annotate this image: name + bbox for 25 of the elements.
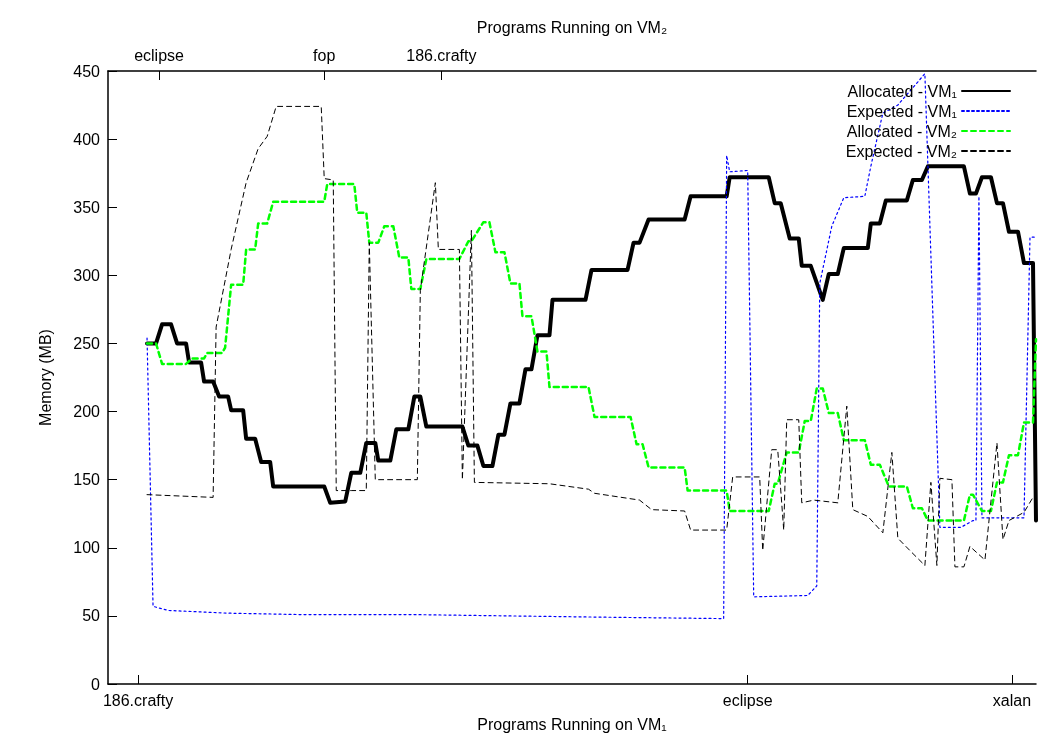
y-tick-label: 250	[73, 334, 101, 352]
y-tick-label: 100	[73, 539, 101, 557]
line-series	[146, 105, 1034, 568]
y-tick-label: 400	[73, 130, 101, 148]
x2-axis-title: Programs Running on VM₂	[476, 18, 668, 36]
x-tick-label: 186.crafty	[102, 691, 174, 709]
legend-label: Allocated - VM₁	[847, 82, 957, 100]
x-axis-title: Programs Running on VM₁	[477, 715, 667, 733]
text: eclipse	[134, 46, 185, 64]
text: 186.crafty	[406, 46, 477, 64]
x-tick-label: eclipse	[722, 691, 773, 709]
y-tick-label: 50	[82, 607, 101, 625]
y-axis-title: Memory (MB)	[36, 329, 54, 426]
legend-label: Allocated - VM₂	[846, 122, 957, 140]
legend-label: Expected - VM₂	[845, 142, 957, 160]
y-tick-label: 300	[73, 266, 101, 284]
y-tick-label: 150	[73, 471, 101, 489]
legend-label: Expected - VM₁	[846, 102, 957, 120]
y-tick-label: 450	[73, 62, 101, 80]
text: fop	[313, 46, 336, 64]
y-tick-label: 200	[73, 403, 101, 421]
y-tick-label: 350	[73, 198, 101, 216]
line-series	[146, 73, 1037, 620]
y-tick-label: 0	[91, 675, 101, 693]
x-tick-label: xalan	[992, 691, 1032, 709]
